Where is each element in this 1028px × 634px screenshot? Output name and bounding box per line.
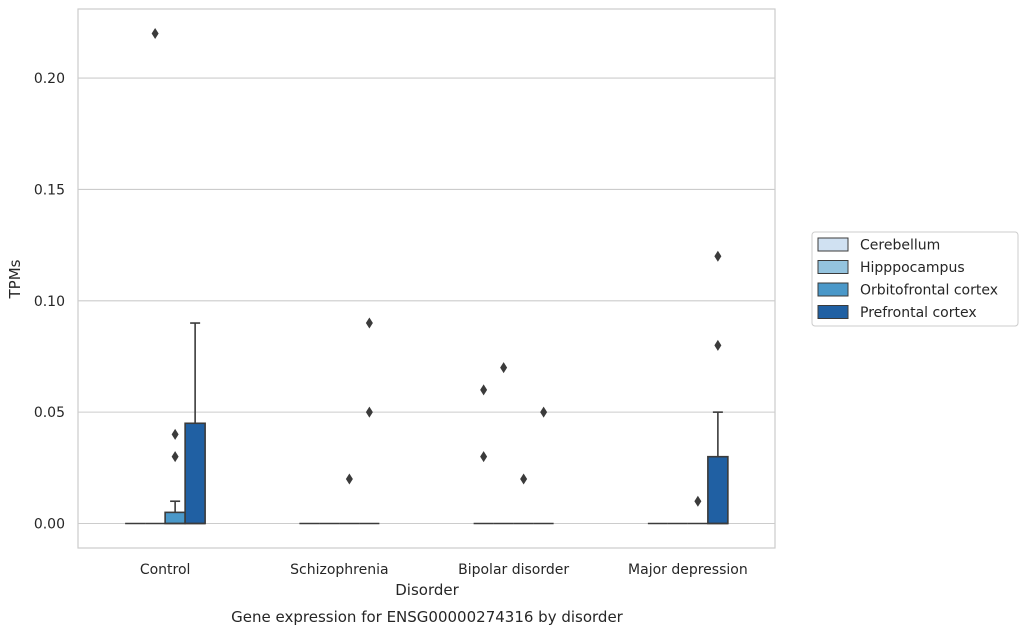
legend-label: Cerebellum — [860, 238, 940, 254]
box-3-3 — [707, 411, 729, 525]
outlier-point — [151, 28, 159, 39]
y-tick-label: 0.10 — [34, 294, 65, 310]
legend-swatch — [817, 237, 849, 252]
boxes — [125, 322, 729, 525]
y-tick-label: 0.15 — [34, 182, 65, 198]
legend: Cerebellum Hipppocampus Orbitofrontal cort… — [811, 231, 1019, 327]
outlier-point — [480, 384, 488, 396]
outlier-point — [365, 406, 373, 418]
outlier-point — [171, 428, 179, 440]
x-tick-label: Schizophrenia — [290, 562, 388, 578]
outlier-point — [714, 250, 722, 262]
y-axis-label: TPMs — [6, 259, 24, 299]
outlier-point — [694, 495, 702, 507]
legend-frame — [811, 231, 1019, 327]
outlier-point — [480, 451, 488, 463]
legend-swatch — [817, 282, 849, 297]
outlier-point — [500, 362, 508, 374]
y-tick-label: 0.20 — [34, 71, 65, 87]
outliers — [151, 28, 722, 507]
gridlines — [78, 77, 775, 525]
box-body — [164, 511, 186, 525]
x-tick-label: Bipolar disorder — [458, 562, 569, 578]
box-0-3 — [184, 322, 206, 525]
y-tick-labels: 0.00 0.05 0.10 0.15 0.20 — [34, 71, 65, 532]
box-0-2 — [164, 500, 186, 525]
y-tick-label: 0.05 — [34, 405, 65, 421]
x-tick-label: Control — [140, 562, 191, 578]
x-axis-label: Disorder — [395, 581, 459, 599]
legend-label: Orbitofrontal cortex — [860, 283, 998, 299]
legend-label: Prefrontal cortex — [860, 305, 977, 321]
outlier-point — [171, 451, 179, 463]
outlier-point — [520, 473, 528, 485]
x-tick-labels: Control Schizophrenia Bipolar disorder Majo… — [140, 562, 748, 578]
outlier-point — [365, 317, 373, 329]
outlier-point — [540, 406, 548, 418]
x-tick-label: Major depression — [628, 562, 748, 578]
chart-caption: Gene expression for ENSG00000274316 by d… — [231, 608, 624, 626]
outlier-point — [714, 339, 722, 351]
outlier-point — [345, 473, 353, 485]
plot-frame — [77, 8, 776, 549]
y-tick-label: 0.00 — [34, 517, 65, 533]
box-body — [707, 455, 729, 525]
legend-label: Hipppocampus — [860, 260, 965, 276]
legend-swatch — [817, 260, 849, 274]
box-body — [184, 422, 206, 525]
legend-swatch — [817, 305, 849, 319]
